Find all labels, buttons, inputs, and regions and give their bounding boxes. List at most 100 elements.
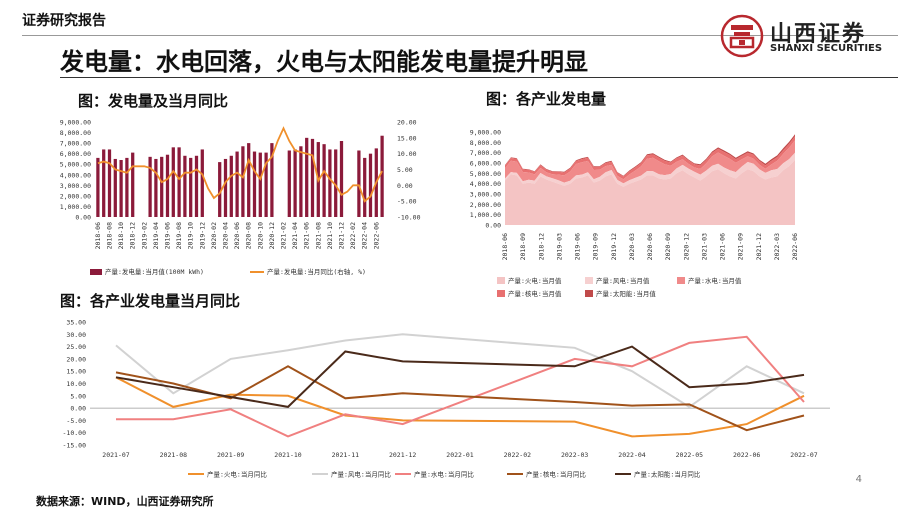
fig1-bar [183,155,187,217]
fig3-legend-label: 产量:水电:当月同比 [414,470,474,479]
fig1-bar [310,138,315,217]
fig3-series-line [115,333,805,409]
fig2-x-tick-label: 2021-09 [737,233,745,260]
fig1-x-tick-label: 2018-12 [129,222,137,249]
fig2-legend-swatch [497,277,505,284]
title-underline [60,77,898,78]
fig3-x-tick-label: 2021-08 [160,451,187,459]
fig1-left-tick-label: 5,000.00 [60,161,91,169]
fig1-bar [305,137,309,217]
fig1-bar [258,152,262,217]
fig1-left-tick-label: 3,000.00 [60,182,91,190]
fig2-legend-label: 产量:水电:当月值 [688,276,742,285]
fig1-bar [218,162,222,217]
report-section-label: 证券研究报告 [22,13,106,29]
fig1-x-tick-label: 2022-02 [349,222,357,249]
fig3-y-tick-label: 30.00 [66,331,86,339]
fig1-bar [247,143,251,217]
fig1-left-tick-label: 2,000.00 [60,192,91,200]
fig1-bar [334,149,338,217]
fig1-bar [287,150,291,217]
fig1-bar [177,147,181,217]
fig3-x-tick-label: 2021-10 [274,451,301,459]
fig1-left-tick-label: 8,000.00 [60,129,91,137]
company-logo: 山西证券 SHANXI SECURITIES [720,14,900,58]
fig1-title: 图：发电量及当月同比 [78,92,229,110]
fig1-x-tick-label: 2019-12 [198,222,206,249]
fig1-bar [299,146,303,217]
fig3-y-tick-label: 0.00 [70,405,86,413]
fig2-y-tick-label: 3,000.00 [470,191,501,199]
fig1-bar [200,149,204,217]
fig1-x-tick-label: 2020-02 [210,222,218,249]
fig1-bar [113,158,117,217]
fig2-y-tick-label: 9,000.00 [470,129,501,137]
fig2-x-tick-label: 2019-03 [555,233,563,260]
fig1-x-tick-label: 2020-10 [256,222,264,249]
fig2-legend-label: 产量:太阳能:当月值 [596,289,656,298]
fig3-title: 图：各产业发电量当月同比 [60,292,241,310]
page-number: 4 [855,474,862,485]
fig2-y-tick-label: 5,000.00 [470,170,501,178]
fig2-x-tick-label: 2018-09 [519,233,527,260]
fig3-x-tick-label: 2021-09 [217,451,244,459]
fig1-bar [189,157,193,217]
fig1-left-tick-label: 0.00 [75,214,91,222]
fig1-bar [270,143,274,217]
fig1-legend-label: 产量:发电量:当月值(100M kWh) [105,267,204,276]
fig2-x-tick-label: 2020-09 [664,233,672,260]
fig2-area-layer [505,136,795,180]
fig3-legend-label: 产量:核电:当月同比 [526,470,586,479]
fig2-y-tick-label: 4,000.00 [470,180,501,188]
fig1-x-tick-label: 2019-04 [152,222,160,249]
fig1-legend-label: 产量:发电量:当月同比(右轴, %) [267,267,366,276]
fig3-series-line [115,345,805,408]
fig2-x-tick-label: 2020-03 [628,233,636,260]
fig3-y-tick-label: 15.00 [66,368,86,376]
fig3-x-tick-label: 2022-04 [618,451,645,459]
fig1-bar [194,155,199,217]
fig2-area-layer [505,140,795,184]
fig3-x-tick-label: 2021-07 [102,451,129,459]
fig3-legend-label: 产量:风电:当月同比 [331,470,391,479]
fig1-bar [148,156,152,217]
fig3-y-tick-label: 5.00 [70,392,86,400]
fig1-bar [223,158,228,217]
fig2-legend-swatch [585,277,593,284]
fig1-bar [252,151,257,217]
fig1-right-tick-label: -10.00 [397,214,421,222]
fig1-bar [293,149,297,217]
fig1-x-tick-label: 2019-10 [187,222,195,249]
fig1-bar [235,151,239,217]
fig1-right-tick-label: -5.00 [397,198,417,206]
fig1-x-tick-label: 2020-04 [222,222,230,249]
fig1-bar [102,149,106,217]
fig1-x-tick-label: 2021-06 [303,222,311,249]
fig1-x-tick-label: 2021-12 [338,222,346,249]
fig1-right-tick-label: 20.00 [397,119,417,127]
fig2-legend-swatch [585,290,593,297]
fig2-x-tick-label: 2019-09 [592,233,600,260]
fig3-y-tick-label: 10.00 [66,380,86,388]
fig1-bar [357,150,361,217]
company-name-cn: 山西证券 [770,22,867,47]
fig3-x-tick-label: 2022-05 [676,451,703,459]
fig1-bar [339,141,344,217]
fig2-y-tick-label: 8,000.00 [470,139,501,147]
fig3-y-tick-label: -10.00 [63,429,87,437]
fig1-bar [165,154,170,217]
fig2-x-tick-label: 2022-06 [791,233,799,260]
fig3-legend-label: 产量:太阳能:当月同比 [634,470,701,479]
fig1-bar [96,157,100,217]
fig1-bar [119,160,123,217]
fig1-bar [160,156,164,217]
fig2-x-tick-label: 2021-12 [755,233,763,260]
fig1-yoy-line [97,126,383,203]
fig2-x-tick-label: 2020-06 [646,233,654,260]
fig1-x-tick-label: 2020-06 [233,222,241,249]
fig1-x-tick-label: 2022-04 [361,222,369,249]
fig1-x-tick-label: 2020-12 [268,222,276,249]
company-logo-icon [720,14,764,58]
fig2-x-tick-label: 2019-12 [610,233,618,260]
fig1-right-tick-label: 15.00 [397,134,417,142]
